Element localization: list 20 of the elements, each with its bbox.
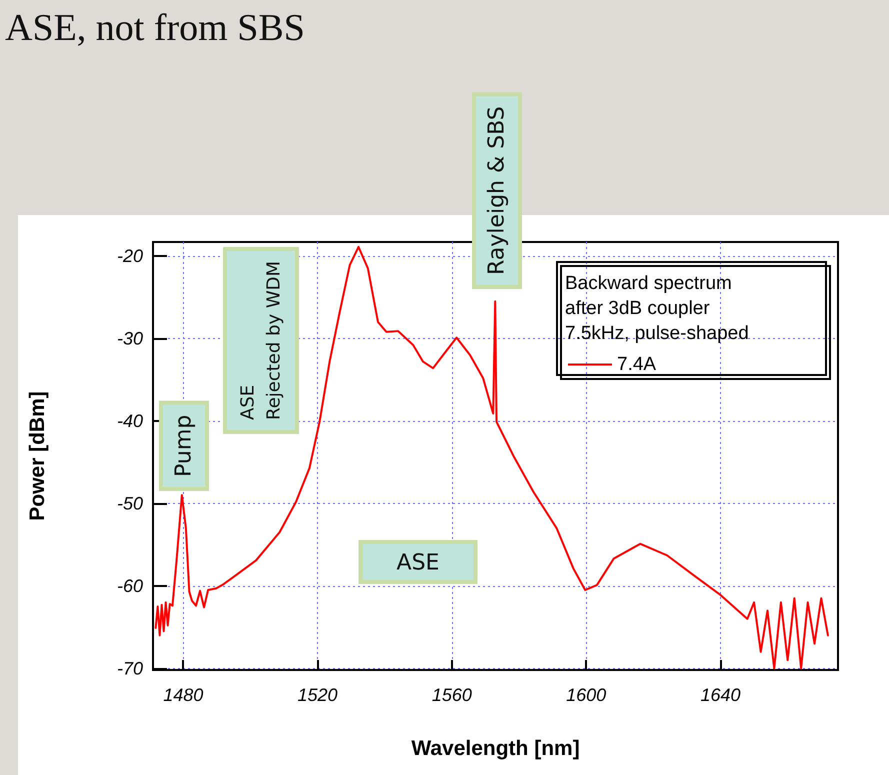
y-tick-label: -50 [116, 493, 143, 514]
annotation: ASE [396, 550, 440, 576]
y-tick-label: -30 [116, 328, 143, 348]
legend-title: Backward spectrum after 3dB coupler 7.5kHz, pulse-shaped [565, 273, 749, 344]
x-tick-label: 1600 [566, 685, 606, 705]
y-tick-label: -20 [116, 246, 143, 266]
annotation: Pump [172, 414, 196, 477]
x-tick-label: 1560 [432, 685, 472, 705]
text: ASE, not from SBS [5, 7, 305, 49]
x-axis-title: Wavelength [nm] [411, 737, 580, 760]
y-tick-label: -60 [116, 576, 143, 596]
x-tick-label: 1480 [163, 685, 204, 705]
legend-label: 7.4A [617, 354, 656, 375]
y-axis-title: Power [dBm] [26, 391, 49, 521]
x-tick-label: 1520 [298, 685, 338, 705]
annotation: ASE Rejected by WDM [238, 260, 284, 420]
y-tick-label: -40 [116, 410, 143, 431]
x-tick-label: 1640 [700, 685, 740, 705]
annotation: Rayleigh & SBS [484, 106, 510, 275]
y-tick-label: -70 [116, 658, 143, 678]
